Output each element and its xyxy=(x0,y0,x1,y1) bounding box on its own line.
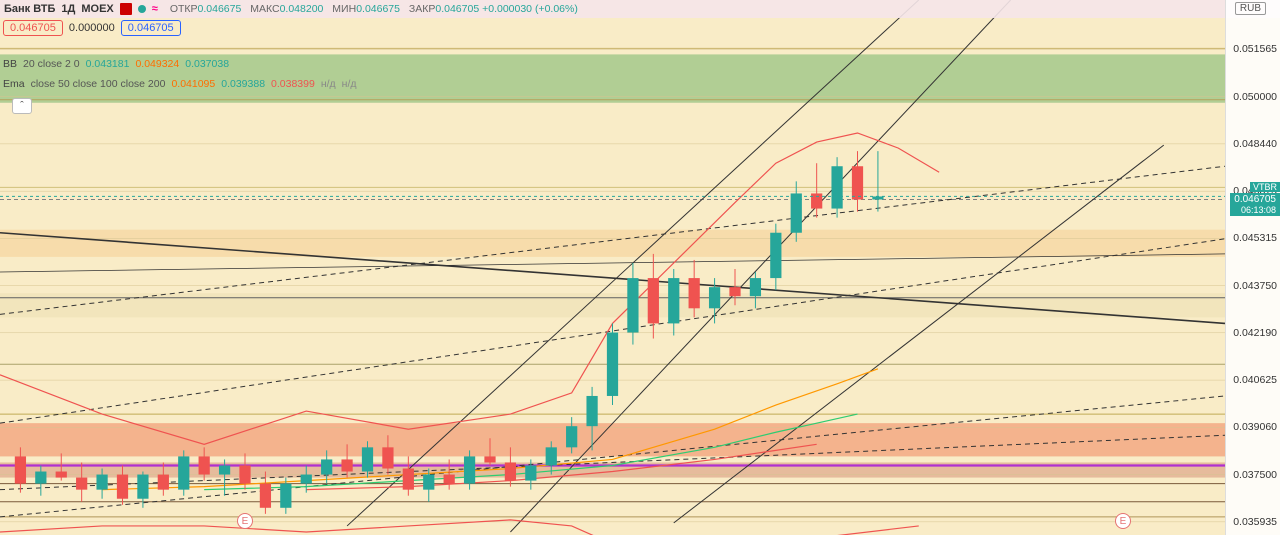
bid-pill[interactable]: 0.046705 xyxy=(3,20,63,36)
indicator-ema[interactable]: Ema close 50 close 100 close 200 0.04109… xyxy=(3,78,357,90)
open-label: ОТКР xyxy=(170,3,198,15)
ema-name: Ema xyxy=(3,78,25,90)
bb-upper: 0.043181 xyxy=(86,58,130,70)
bb-name: BB xyxy=(3,58,17,70)
low-label: МИН xyxy=(332,3,356,15)
bb-lower: 0.037038 xyxy=(185,58,229,70)
y-tick-label: 0.035935 xyxy=(1233,516,1277,528)
exchange[interactable]: MOEX xyxy=(81,3,113,15)
open-value: 0.046675 xyxy=(198,3,242,15)
ema-v1: 0.041095 xyxy=(171,78,215,90)
ema-na2: н/д xyxy=(342,78,357,90)
y-tick-label: 0.037500 xyxy=(1233,469,1277,481)
price-tag: 0.04670506:13:08 xyxy=(1230,193,1280,216)
ask-pill[interactable]: 0.046705 xyxy=(121,20,181,36)
y-tick-label: 0.050000 xyxy=(1233,91,1277,103)
y-tick-label: 0.045315 xyxy=(1233,232,1277,244)
y-tick-label: 0.040625 xyxy=(1233,374,1277,386)
y-tick-label: 0.043750 xyxy=(1233,280,1277,292)
ema-na1: н/д xyxy=(321,78,336,90)
ema-v2: 0.039388 xyxy=(221,78,265,90)
collapse-button[interactable]: ˆ xyxy=(12,98,32,114)
ema-v3: 0.038399 xyxy=(271,78,315,90)
delta-pct: (+0.06%) xyxy=(535,3,578,15)
bb-params: 20 close 2 0 xyxy=(23,58,80,70)
bid-ask-row: 0.046705 0.000000 0.046705 xyxy=(3,20,181,36)
y-tick-label: 0.042190 xyxy=(1233,327,1277,339)
high-value: 0.048200 xyxy=(280,3,324,15)
status-dot-icon xyxy=(138,5,146,13)
ticker-symbol-tag: VTBR xyxy=(1250,182,1280,192)
currency-box[interactable]: RUB xyxy=(1235,2,1266,15)
low-value: 0.046675 xyxy=(356,3,400,15)
ohlc-block: ОТКР0.046675 МАКС0.048200 МИН0.046675 ЗА… xyxy=(164,3,578,15)
flag-icon xyxy=(120,3,132,15)
chart-header: Банк ВТБ 1Д MOEX ≈ ОТКР0.046675 МАКС0.04… xyxy=(0,0,1280,18)
y-tick-label: 0.051565 xyxy=(1233,43,1277,55)
close-value: 0.046705 xyxy=(435,3,479,15)
close-label: ЗАКР xyxy=(409,3,435,15)
interval[interactable]: 1Д xyxy=(61,3,75,15)
y-tick-label: 0.039060 xyxy=(1233,421,1277,433)
earnings-badge[interactable]: E xyxy=(1115,513,1131,529)
mid-value: 0.000000 xyxy=(69,22,115,34)
delta-value: +0.000030 xyxy=(482,3,532,15)
high-label: МАКС xyxy=(250,3,279,15)
ema-params: close 50 close 100 close 200 xyxy=(31,78,166,90)
approx-icon: ≈ xyxy=(152,3,158,15)
y-tick-label: 0.048440 xyxy=(1233,138,1277,150)
symbol-name[interactable]: Банк ВТБ xyxy=(4,3,55,15)
bb-mid: 0.049324 xyxy=(135,58,179,70)
chart-root: Банк ВТБ 1Д MOEX ≈ ОТКР0.046675 МАКС0.04… xyxy=(0,0,1280,535)
chevron-up-icon: ˆ xyxy=(20,100,24,112)
indicator-bb[interactable]: BB 20 close 2 0 0.043181 0.049324 0.0370… xyxy=(3,58,229,70)
y-axis[interactable]: RUB 0.0515650.0500000.0484400.0468750.04… xyxy=(1225,0,1280,535)
earnings-badge[interactable]: E xyxy=(237,513,253,529)
